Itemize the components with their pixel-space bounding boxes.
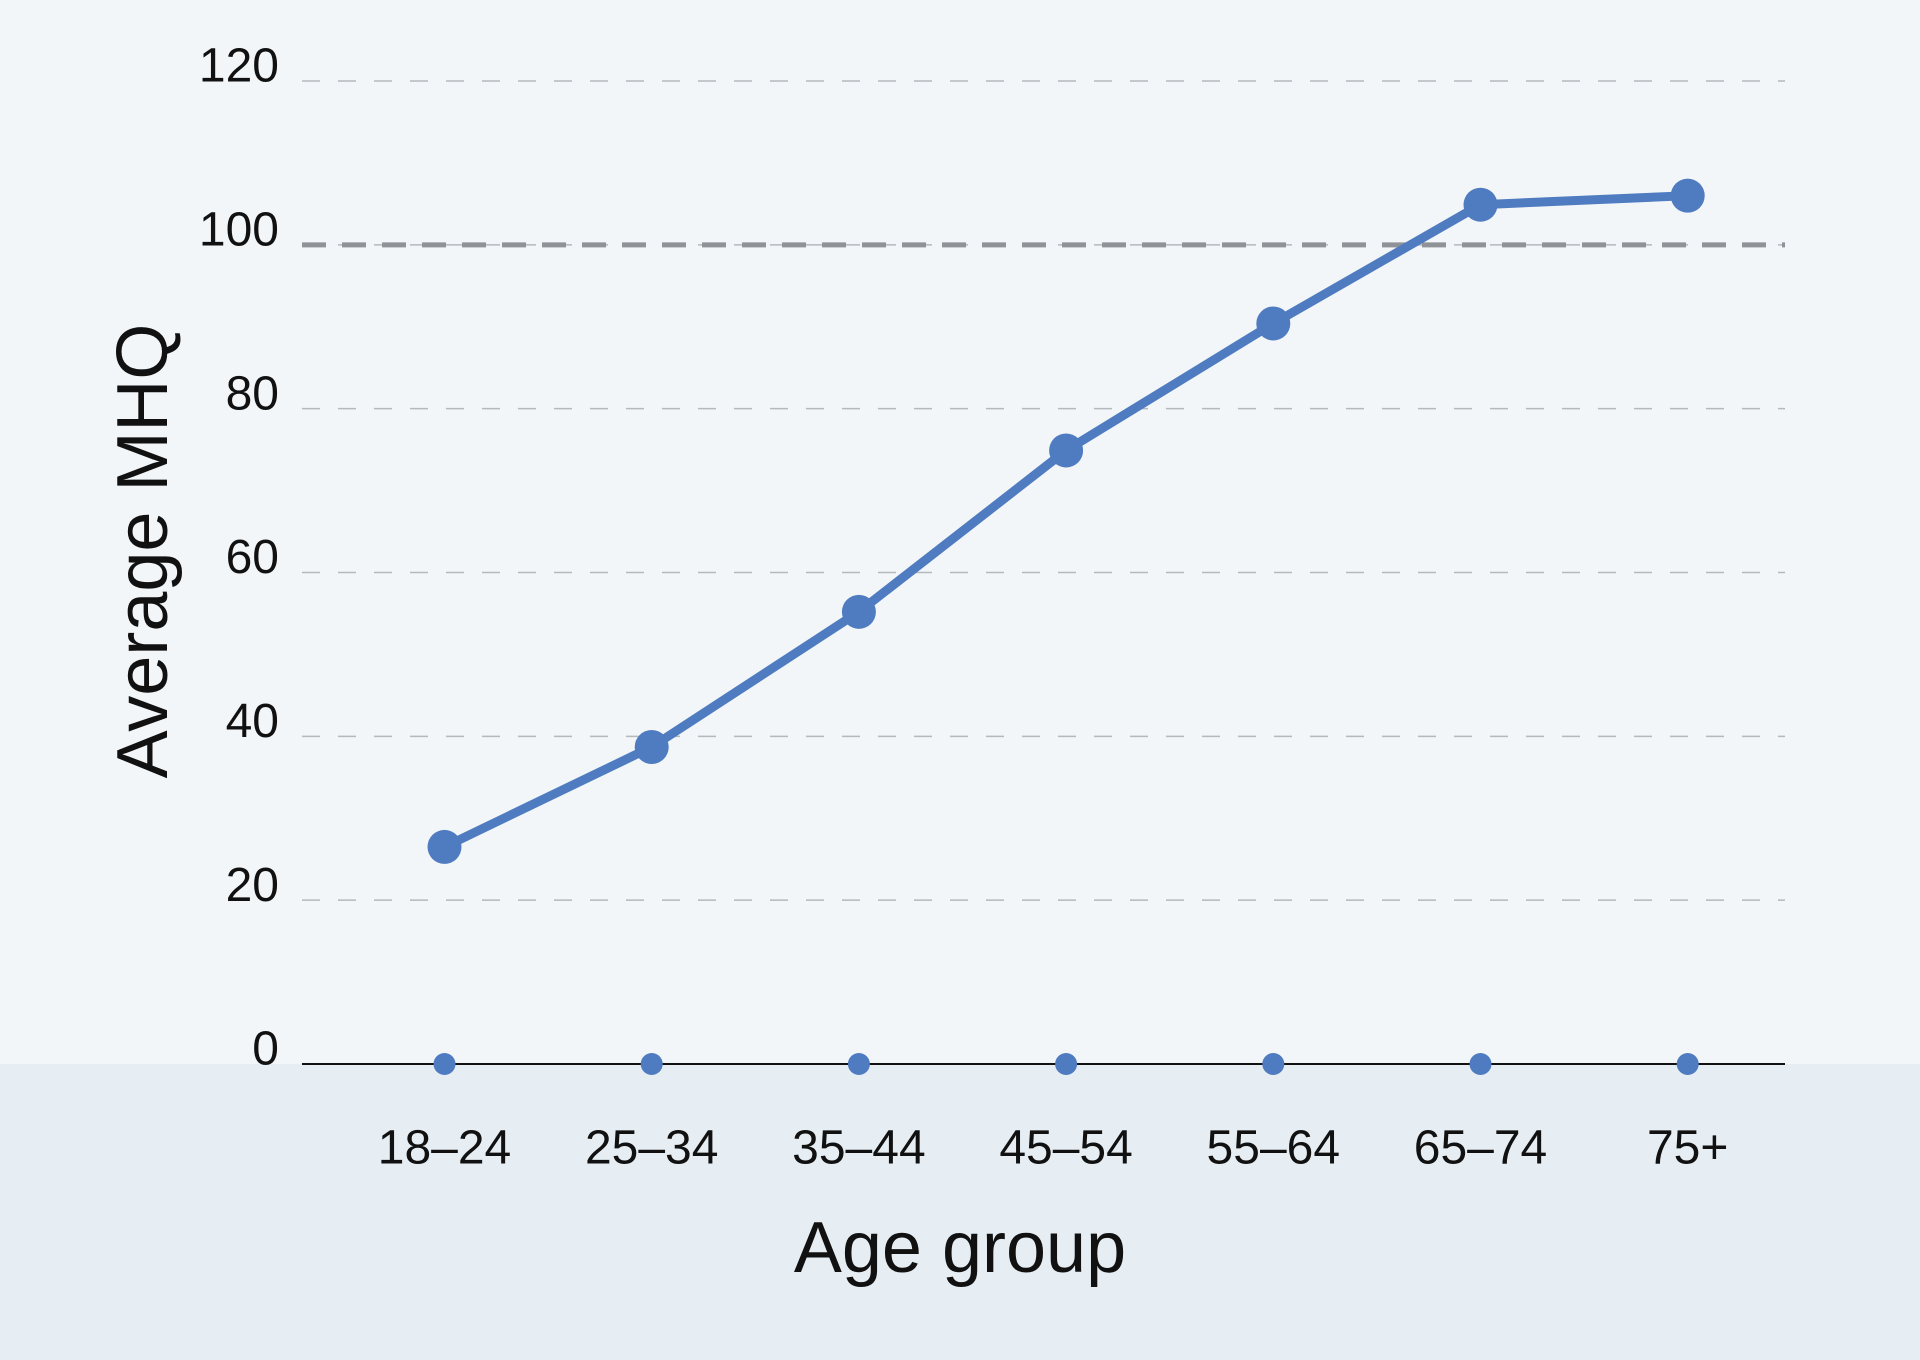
data-point (1676, 1053, 1699, 1075)
data-point (640, 1053, 663, 1075)
data-point (1055, 1053, 1078, 1075)
y-tick-label: 40 (226, 695, 279, 748)
data-point (841, 594, 876, 629)
data-point (1049, 433, 1084, 468)
data-point (427, 829, 462, 864)
data-point (1670, 178, 1705, 213)
y-tick-label: 60 (226, 531, 279, 584)
x-tick-label: 18–24 (378, 1122, 511, 1175)
data-point (634, 729, 669, 764)
data-point (1256, 306, 1291, 341)
data-point (1469, 1053, 1492, 1075)
data-point (1463, 187, 1498, 222)
x-tick-label: 55–64 (1207, 1122, 1340, 1175)
y-tick-label: 20 (226, 859, 279, 912)
y-tick-label: 80 (226, 367, 279, 420)
y-axis-title: Average MHQ (103, 324, 183, 779)
footer-background (0, 1064, 1920, 1360)
x-tick-label: 75+ (1647, 1122, 1728, 1175)
y-tick-label: 120 (199, 40, 279, 93)
y-tick-label: 0 (252, 1023, 279, 1076)
x-tick-label: 35–44 (792, 1122, 925, 1175)
x-tick-label: 45–54 (999, 1122, 1132, 1175)
x-tick-label: 25–34 (585, 1122, 718, 1175)
data-point (433, 1053, 456, 1075)
y-tick-label: 100 (199, 204, 279, 257)
data-point (847, 1053, 870, 1075)
data-point (1262, 1053, 1285, 1075)
x-axis-title: Age group (794, 1208, 1126, 1288)
x-tick-label: 65–74 (1414, 1122, 1547, 1175)
